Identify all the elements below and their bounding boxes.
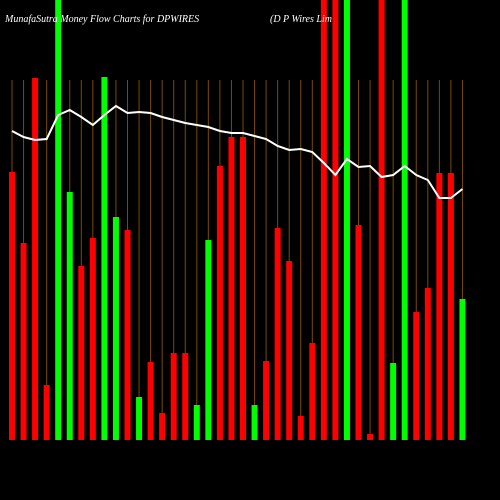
bar — [124, 230, 131, 440]
bar — [9, 172, 15, 440]
bar — [274, 228, 281, 440]
bar — [32, 78, 39, 440]
bar — [401, 0, 408, 440]
bar — [367, 434, 374, 440]
bar — [147, 362, 154, 440]
bar — [159, 413, 166, 440]
bar — [228, 137, 235, 440]
bar — [170, 353, 177, 440]
money-flow-line — [11, 104, 464, 199]
bar — [101, 77, 108, 440]
bar — [136, 397, 143, 440]
bar — [424, 288, 431, 440]
bar — [320, 0, 327, 440]
bar — [378, 0, 385, 440]
bar — [43, 385, 50, 440]
bar — [78, 266, 85, 440]
bar — [390, 363, 397, 440]
bar — [355, 225, 362, 440]
chart-title: MunafaSutra Money Flow Charts for DPWIRE… — [4, 14, 199, 25]
bar — [413, 312, 420, 440]
bar — [297, 416, 304, 440]
bar — [459, 299, 466, 440]
bar — [309, 343, 316, 440]
bar — [112, 217, 119, 440]
bar — [263, 361, 270, 440]
bar — [216, 166, 223, 440]
bar — [332, 0, 339, 440]
bar — [251, 405, 258, 440]
bars — [9, 0, 466, 440]
bar — [182, 353, 189, 440]
bar — [20, 243, 27, 440]
bar — [205, 240, 212, 440]
bar — [89, 238, 96, 440]
bar — [66, 192, 73, 440]
bar — [447, 173, 454, 440]
bar — [240, 137, 246, 440]
bar — [286, 261, 293, 440]
bar — [193, 405, 200, 440]
chart-subtitle: (D P Wires Lim — [270, 14, 332, 25]
bar — [55, 0, 62, 440]
bar — [343, 0, 350, 440]
bar — [436, 173, 443, 440]
